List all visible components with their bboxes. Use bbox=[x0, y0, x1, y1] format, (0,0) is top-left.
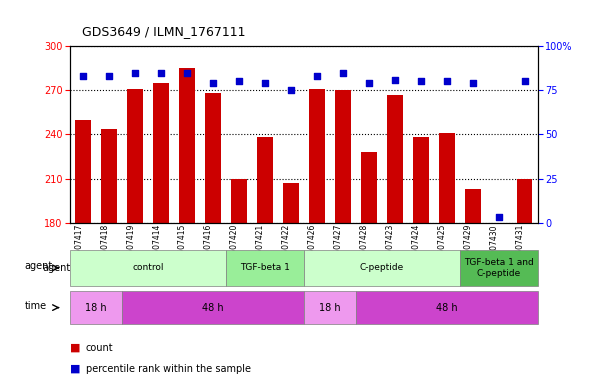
Bar bbox=[180, 68, 195, 223]
Point bbox=[234, 78, 244, 84]
Bar bbox=[257, 137, 273, 223]
Point bbox=[442, 78, 452, 84]
Point bbox=[520, 78, 530, 84]
Bar bbox=[122, 291, 304, 324]
Text: TGF-beta 1 and
C-peptide: TGF-beta 1 and C-peptide bbox=[464, 258, 533, 278]
Point bbox=[364, 80, 374, 86]
Text: agent: agent bbox=[24, 261, 53, 271]
Text: 48 h: 48 h bbox=[202, 303, 224, 313]
Point bbox=[104, 73, 114, 79]
Bar bbox=[459, 250, 538, 286]
Bar bbox=[205, 93, 221, 223]
Text: time: time bbox=[24, 301, 46, 311]
Text: TGF-beta 1: TGF-beta 1 bbox=[240, 263, 290, 272]
Text: 48 h: 48 h bbox=[436, 303, 458, 313]
Text: C-peptide: C-peptide bbox=[360, 263, 404, 272]
Text: control: control bbox=[133, 263, 164, 272]
Bar bbox=[387, 94, 403, 223]
Point bbox=[338, 70, 348, 76]
Point bbox=[260, 80, 270, 86]
Bar bbox=[356, 291, 538, 324]
Bar bbox=[283, 183, 299, 223]
Text: 18 h: 18 h bbox=[86, 303, 107, 313]
Point bbox=[286, 87, 296, 93]
Point bbox=[182, 70, 192, 76]
Point bbox=[156, 70, 166, 76]
Point bbox=[208, 80, 218, 86]
Point bbox=[494, 214, 503, 220]
Bar bbox=[413, 137, 428, 223]
Text: ■: ■ bbox=[70, 364, 81, 374]
Point bbox=[78, 73, 88, 79]
Text: 18 h: 18 h bbox=[319, 303, 341, 313]
Bar bbox=[304, 291, 356, 324]
Point bbox=[130, 70, 140, 76]
Bar bbox=[127, 89, 143, 223]
Text: count: count bbox=[86, 343, 113, 353]
Bar bbox=[335, 90, 351, 223]
Text: GDS3649 / ILMN_1767111: GDS3649 / ILMN_1767111 bbox=[82, 25, 246, 38]
Bar bbox=[231, 179, 247, 223]
Bar bbox=[76, 120, 91, 223]
Bar bbox=[70, 250, 226, 286]
Bar bbox=[153, 83, 169, 223]
Point bbox=[390, 76, 400, 83]
Text: percentile rank within the sample: percentile rank within the sample bbox=[86, 364, 251, 374]
Bar bbox=[101, 129, 117, 223]
Bar bbox=[226, 250, 304, 286]
Bar bbox=[465, 189, 480, 223]
Point bbox=[312, 73, 322, 79]
Bar bbox=[439, 133, 455, 223]
Text: ■: ■ bbox=[70, 343, 81, 353]
Bar bbox=[304, 250, 459, 286]
Text: agent: agent bbox=[42, 263, 70, 273]
Bar bbox=[70, 291, 122, 324]
Bar bbox=[517, 179, 533, 223]
Point bbox=[468, 80, 478, 86]
Point bbox=[416, 78, 426, 84]
Bar bbox=[361, 152, 376, 223]
Bar bbox=[309, 89, 324, 223]
